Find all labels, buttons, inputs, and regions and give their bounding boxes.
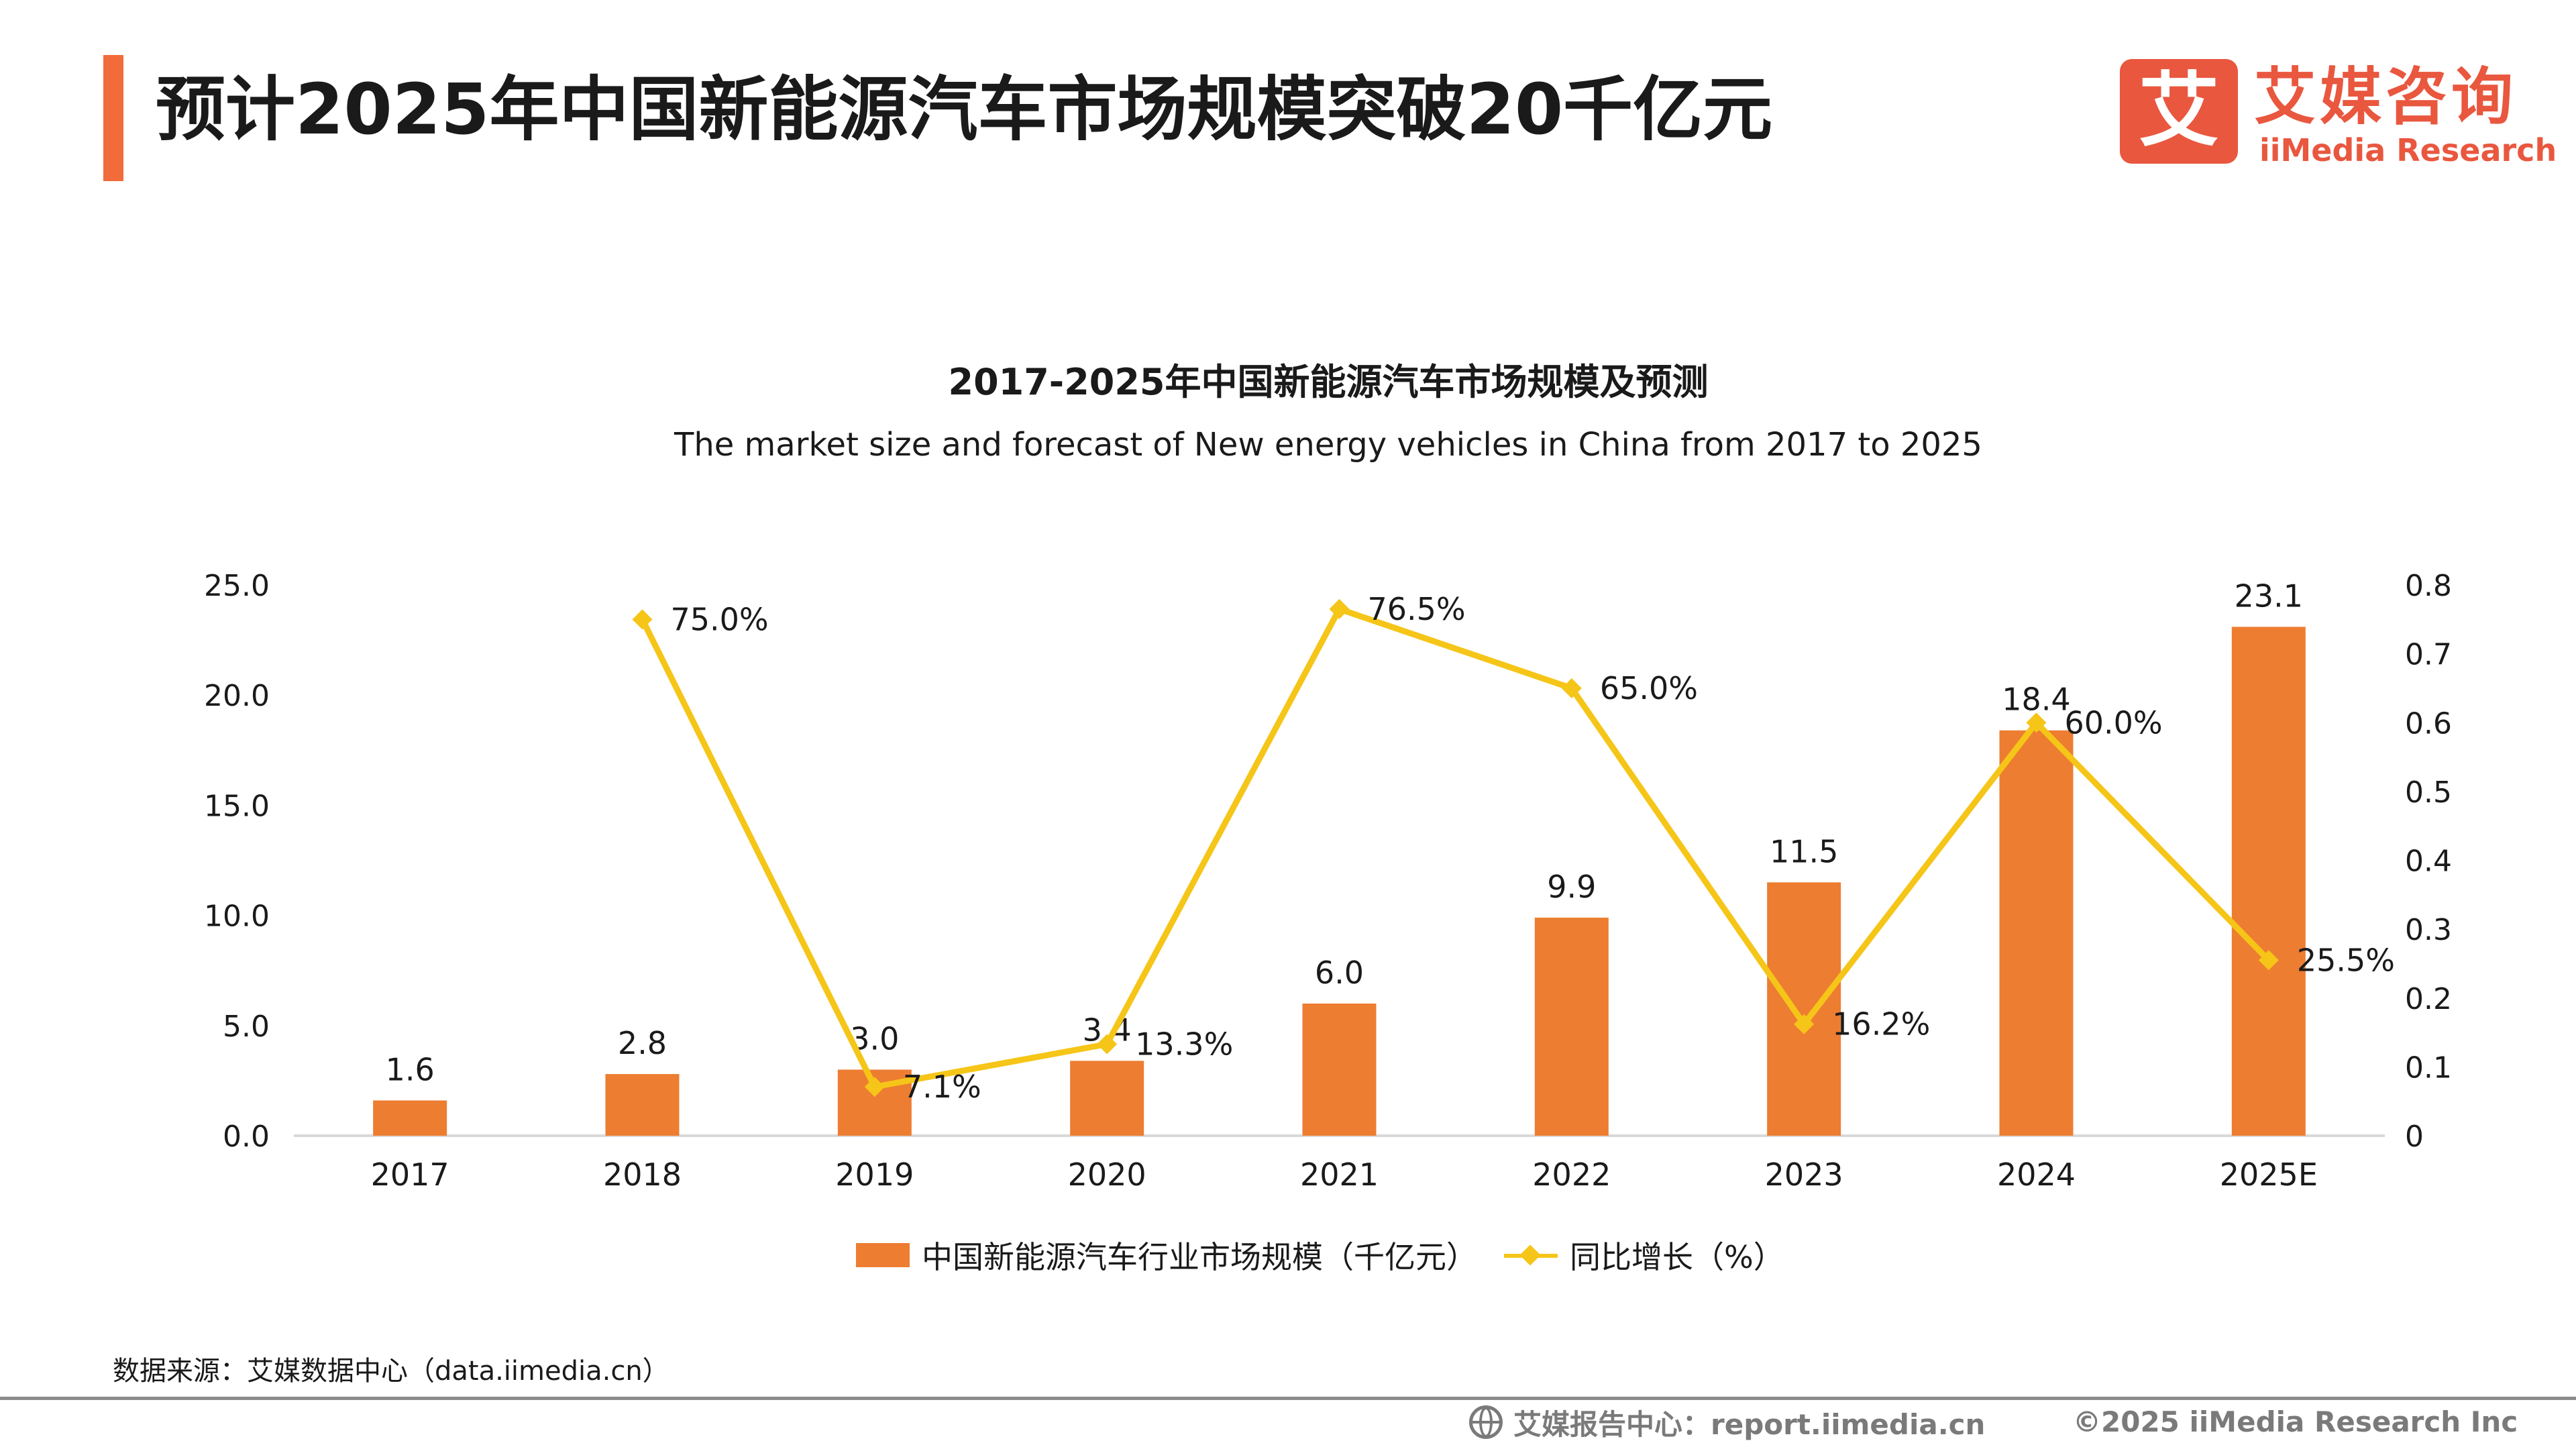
legend-line-label: 同比增长（%） [1570, 1239, 1784, 1275]
y-right-tick-label: 0.3 [2405, 913, 2452, 947]
x-tick-label: 2018 [603, 1157, 682, 1193]
x-tick-label: 2020 [1068, 1157, 1146, 1193]
x-tick-label: 2017 [371, 1157, 449, 1193]
growth-point [1794, 1014, 1815, 1034]
bar-value-label: 1.6 [386, 1051, 435, 1087]
growth-value-label: 60.0% [2065, 704, 2163, 741]
logo-name-en: iiMedia Research [2259, 132, 2557, 168]
growth-value-label: 75.0% [671, 601, 769, 637]
y-right-tick-label: 0 [2405, 1120, 2424, 1154]
growth-value-label: 76.5% [1368, 591, 1466, 627]
x-tick-label: 2023 [1765, 1157, 1843, 1193]
growth-point [632, 609, 653, 630]
growth-value-label: 16.2% [1832, 1006, 1930, 1042]
y-right-tick-label: 0.1 [2405, 1051, 2452, 1085]
bar-value-label: 2.8 [618, 1025, 667, 1061]
bar-value-label: 11.5 [1770, 833, 1838, 869]
growth-line [639, 606, 2271, 1090]
y-right-tick-label: 0.7 [2405, 638, 2452, 672]
y-left-tick-label: 5.0 [223, 1010, 270, 1044]
chart-legend: 中国新能源汽车行业市场规模（千亿元） 同比增长（%） [856, 1232, 1784, 1279]
y-right-tick-label: 0.4 [2405, 845, 2452, 879]
footer-report: 艾媒报告中心：report.iimedia.cn [1469, 1401, 1985, 1444]
chart-subtitle: The market size and forecast of New ener… [674, 426, 1982, 464]
growth-point [1329, 598, 1350, 619]
x-tick-label: 2024 [1997, 1157, 2076, 1193]
y-left-tick-label: 15.0 [204, 789, 270, 823]
growth-value-label: 65.0% [1600, 670, 1698, 706]
x-tick-label: 2019 [835, 1157, 914, 1193]
bar [1999, 730, 2074, 1136]
data-source: 数据来源：艾媒数据中心（data.iimedia.cn） [113, 1356, 669, 1387]
growth-value-label: 13.3% [1135, 1026, 1233, 1063]
bar [1767, 882, 1841, 1136]
y-left-tick-label: 0.0 [223, 1120, 270, 1154]
footer-copyright: ©2025 iiMedia Research Inc [2073, 1405, 2518, 1438]
bar-value-label: 23.1 [2235, 578, 2303, 614]
globe-icon [1469, 1405, 1503, 1439]
growth-point [1561, 678, 1582, 698]
growth-value-label: 7.1% [903, 1069, 981, 1105]
x-tick-label: 2025E [2220, 1157, 2318, 1193]
x-tick-label: 2021 [1300, 1157, 1379, 1193]
growth-point [2026, 712, 2047, 733]
bar [1302, 1003, 1377, 1136]
y-left-tick-label: 25.0 [204, 569, 270, 603]
bar [605, 1074, 680, 1136]
footer-divider [0, 1397, 2576, 1400]
bar [373, 1100, 447, 1136]
y-right-tick-label: 0.6 [2405, 706, 2452, 741]
bar-value-label: 18.4 [2002, 682, 2070, 718]
logo-mark: 艾 [2120, 59, 2238, 164]
bar [1534, 917, 1609, 1136]
y-right-tick-label: 0.2 [2405, 982, 2452, 1016]
growth-value-label: 25.5% [2297, 942, 2395, 978]
growth-point [2258, 950, 2279, 971]
y-left-tick-label: 10.0 [204, 900, 270, 934]
legend-bar-label: 中国新能源汽车行业市场规模（千亿元） [922, 1239, 1477, 1275]
y-right-tick-label: 0.5 [2405, 775, 2452, 810]
x-tick-label: 2022 [1532, 1157, 1611, 1193]
bar [1070, 1061, 1144, 1136]
brand-logo: 艾 艾媒咨询 iiMedia Research [2120, 59, 2557, 173]
logo-name-cn: 艾媒咨询 [2254, 61, 2518, 133]
bar [2231, 627, 2306, 1136]
page-title: 预计2025年中国新能源汽车市场规模突破20千亿元 [156, 68, 1773, 150]
footer-report-text: 艾媒报告中心：report.iimedia.cn [1513, 1407, 1986, 1441]
y-right-tick-label: 0.8 [2405, 569, 2452, 603]
bar-value-label: 6.0 [1315, 955, 1364, 991]
growth-point [864, 1077, 885, 1097]
bar-value-label: 9.9 [1547, 869, 1596, 905]
growth-point [1097, 1034, 1118, 1055]
y-left-tick-label: 20.0 [204, 679, 270, 713]
legend-bar-swatch [856, 1243, 910, 1267]
legend-line-swatch [1504, 1243, 1558, 1267]
chart-title: 2017-2025年中国新能源汽车市场规模及预测 [948, 361, 1709, 403]
title-accent-bar [103, 55, 123, 181]
